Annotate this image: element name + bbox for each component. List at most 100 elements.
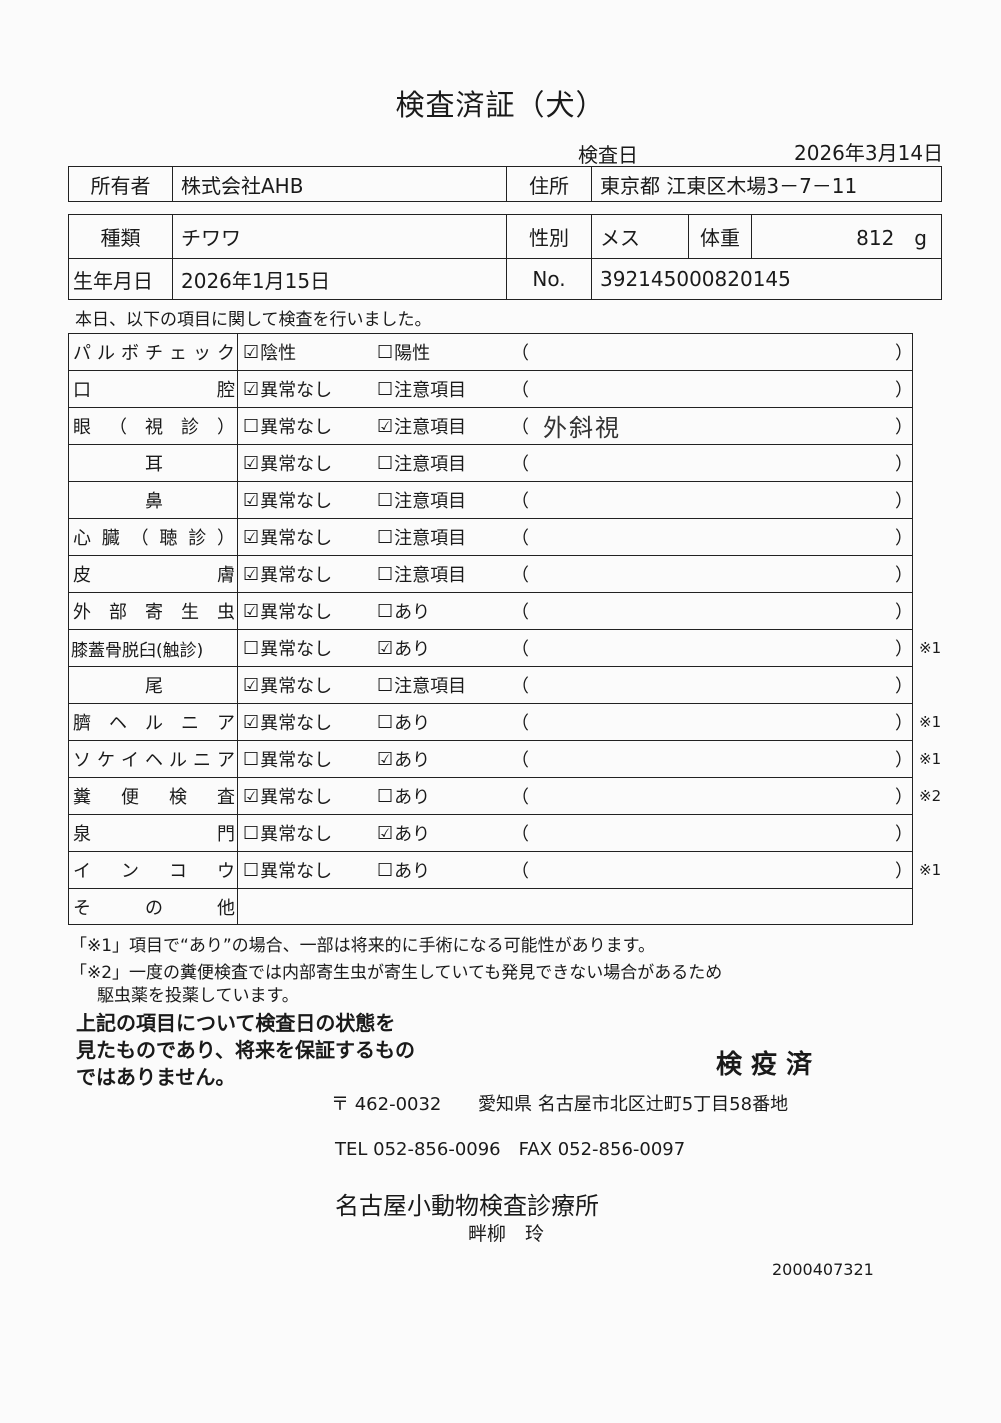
checked-box-icon[interactable]: ☑ (243, 674, 260, 696)
column-divider (237, 630, 238, 666)
exam-option-label: 異常なし (260, 824, 333, 845)
exam-option[interactable]: ☐ あり (377, 704, 430, 740)
unchecked-box-icon[interactable]: ☐ (243, 859, 260, 881)
exam-option[interactable]: ☐ 注意項目 (377, 667, 466, 703)
exam-option[interactable]: ☑ あり (377, 741, 430, 777)
owner-label: 所有者 (90, 173, 151, 198)
checked-box-icon[interactable]: ☑ (243, 378, 260, 400)
exam-option[interactable]: ☑ 異常なし (243, 519, 332, 555)
remark-close-paren: ） (895, 676, 913, 697)
exam-item-label-part: イ (121, 750, 139, 771)
exam-option[interactable]: ☐ 注意項目 (377, 556, 466, 592)
exam-option[interactable]: ☐ 陽性 (377, 334, 430, 370)
exam-option[interactable]: ☑ 異常なし (243, 371, 332, 407)
unchecked-box-icon[interactable]: ☐ (377, 711, 394, 733)
exam-option[interactable]: ☐ 異常なし (243, 815, 332, 851)
exam-option[interactable]: ☑ 異常なし (243, 445, 332, 481)
exam-option[interactable]: ☐ あり (377, 778, 430, 814)
exam-date: 2026年3月14日 (794, 141, 944, 165)
checked-box-icon[interactable]: ☑ (243, 711, 260, 733)
checked-box-icon[interactable]: ☑ (243, 563, 260, 585)
column-divider (237, 593, 238, 629)
exam-option-label: 異常なし (260, 454, 333, 475)
exam-option-label: 異常なし (260, 639, 333, 660)
exam-item-label: 尾 (73, 667, 235, 703)
exam-option[interactable]: ☑ 注意項目 (377, 408, 466, 444)
unchecked-box-icon[interactable]: ☐ (243, 415, 260, 437)
exam-item-label-part: 臍 (73, 713, 91, 734)
exam-item-label: インコウ (73, 852, 235, 888)
exam-option[interactable]: ☐ あり (377, 852, 430, 888)
handwritten-remark[interactable]: 外斜視 (543, 413, 621, 442)
unchecked-box-icon[interactable]: ☐ (377, 674, 394, 696)
unchecked-box-icon[interactable]: ☐ (377, 600, 394, 622)
exam-item-label-part: ェ (169, 343, 187, 364)
exam-option[interactable]: ☐ 注意項目 (377, 371, 466, 407)
exam-option[interactable]: ☑ 陰性 (243, 334, 296, 370)
exam-item-label-part: 査 (217, 787, 235, 808)
exam-option[interactable]: ☑ 異常なし (243, 704, 332, 740)
column-divider (237, 741, 238, 777)
remark-open-paren: （ (511, 639, 529, 660)
exam-item-label-part: ン (121, 861, 139, 882)
exam-item-label: 口腔 (73, 371, 235, 407)
exam-option[interactable]: ☐ 異常なし (243, 408, 332, 444)
other-remarks-field[interactable] (239, 889, 912, 924)
exam-option-label: 異常なし (260, 861, 333, 882)
checked-box-icon[interactable]: ☑ (377, 822, 394, 844)
exam-item-label: その他 (73, 889, 235, 924)
exam-option[interactable]: ☐ 異常なし (243, 741, 332, 777)
exam-option-label: 注意項目 (394, 454, 467, 475)
checked-box-icon[interactable]: ☑ (377, 637, 394, 659)
unchecked-box-icon[interactable]: ☐ (377, 785, 394, 807)
checked-box-icon[interactable]: ☑ (243, 489, 260, 511)
unchecked-box-icon[interactable]: ☐ (243, 822, 260, 844)
unchecked-box-icon[interactable]: ☐ (377, 452, 394, 474)
remark-close-paren: ） (895, 417, 913, 438)
exam-option[interactable]: ☐ あり (377, 593, 430, 629)
exam-item-label-part: ニ (181, 713, 199, 734)
exam-item-label: 外部寄生虫 (73, 593, 235, 629)
unchecked-box-icon[interactable]: ☐ (377, 526, 394, 548)
unchecked-box-icon[interactable]: ☐ (377, 489, 394, 511)
checked-box-icon[interactable]: ☑ (377, 415, 394, 437)
unchecked-box-icon[interactable]: ☐ (377, 563, 394, 585)
exam-option[interactable]: ☐ 異常なし (243, 630, 332, 666)
exam-option[interactable]: ☑ あり (377, 630, 430, 666)
exam-option[interactable]: ☑ 異常なし (243, 482, 332, 518)
exam-option[interactable]: ☑ 異常なし (243, 556, 332, 592)
checked-box-icon[interactable]: ☑ (243, 341, 260, 363)
checked-box-icon[interactable]: ☑ (243, 600, 260, 622)
unchecked-box-icon[interactable]: ☐ (243, 637, 260, 659)
exam-option[interactable]: ☑ 異常なし (243, 593, 332, 629)
exam-option-label: 陽性 (394, 343, 431, 364)
exam-item-label-part: パ (73, 343, 91, 364)
exam-option[interactable]: ☑ あり (377, 815, 430, 851)
exam-option[interactable]: ☐ 注意項目 (377, 445, 466, 481)
remark-close-paren: ） (895, 713, 913, 734)
unchecked-box-icon[interactable]: ☐ (377, 378, 394, 400)
address-label: 住所 (506, 167, 591, 201)
exam-option[interactable]: ☐ 注意項目 (377, 519, 466, 555)
exam-item-label-part: 臓 (101, 528, 120, 549)
exam-date-label: 検査日 (578, 143, 638, 167)
remark-open-paren: （ (511, 713, 529, 734)
unchecked-box-icon[interactable]: ☐ (377, 341, 394, 363)
exam-item-label-part: 寄 (145, 602, 163, 623)
exam-item-label-part: 眼 (73, 417, 91, 438)
checked-box-icon[interactable]: ☑ (243, 526, 260, 548)
unchecked-box-icon[interactable]: ☐ (243, 748, 260, 770)
exam-option[interactable]: ☑ 異常なし (243, 778, 332, 814)
exam-item-label-part: （ (109, 417, 127, 438)
remark-open-paren: （ (511, 861, 529, 882)
unchecked-box-icon[interactable]: ☐ (377, 859, 394, 881)
exam-option[interactable]: ☐ 注意項目 (377, 482, 466, 518)
exam-option[interactable]: ☐ 異常なし (243, 852, 332, 888)
checked-box-icon[interactable]: ☑ (243, 785, 260, 807)
checked-box-icon[interactable]: ☑ (243, 452, 260, 474)
checked-box-icon[interactable]: ☑ (377, 748, 394, 770)
exam-option[interactable]: ☑ 異常なし (243, 667, 332, 703)
exam-item-label-part: ア (217, 713, 235, 734)
column-divider (237, 519, 238, 555)
exam-item-label: 皮膚 (73, 556, 235, 592)
